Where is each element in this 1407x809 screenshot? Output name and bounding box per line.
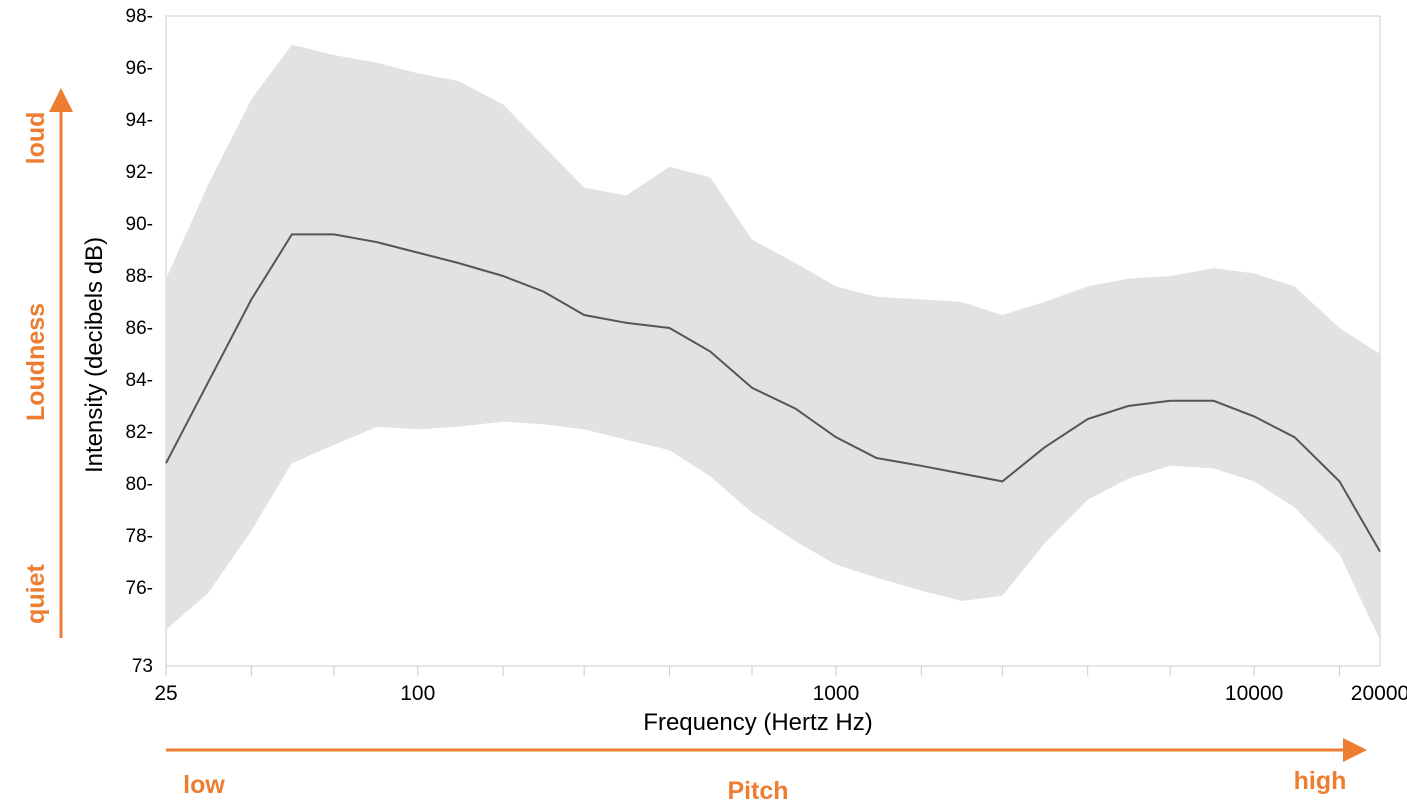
y-tick-label: 82- [126, 422, 153, 443]
x-axis-ticks: 25 100 1000 10000 20000 [154, 682, 1407, 705]
x-tick-label: 20000 [1351, 682, 1407, 705]
quiet-label: quiet [22, 563, 50, 623]
y-tick-label: 80- [126, 474, 153, 495]
y-tick-label: 76- [126, 578, 153, 599]
y-tick-label: 92- [126, 162, 153, 183]
loudness-label: Loudness [22, 303, 50, 421]
y-tick-label: 78- [126, 526, 153, 547]
x-tick-label: 100 [400, 682, 435, 705]
x-tick-label: 10000 [1225, 682, 1283, 705]
loud-label: loud [22, 112, 50, 165]
x-axis-minor-ticks [165, 666, 1340, 676]
pitch-label: Pitch [727, 777, 788, 805]
intensity-range-band [166, 44, 1380, 641]
low-label: low [183, 771, 225, 799]
y-tick-label: 94- [126, 110, 153, 131]
y-tick-label: 84- [126, 370, 153, 391]
x-tick-label: 1000 [813, 682, 860, 705]
x-axis-title: Frequency (Hertz Hz) [643, 709, 872, 736]
y-tick-label: 73 [132, 656, 153, 677]
y-tick-label: 88- [126, 266, 153, 287]
y-tick-label: 90- [126, 214, 153, 235]
mean-intensity-line [165, 233, 1381, 553]
x-tick-label: 25 [154, 682, 177, 705]
y-tick-label: 96- [126, 58, 153, 79]
y-axis-ticks: 98- 96- 94- 92- 90- 88- 86- 84- 82- 80- 78- 76- 73 [126, 6, 153, 677]
y-tick-label: 98- [126, 6, 153, 27]
y-axis-title: Intensity (decibels dB) [81, 237, 108, 473]
y-tick-label: 86- [126, 318, 153, 339]
high-label: high [1294, 767, 1347, 795]
